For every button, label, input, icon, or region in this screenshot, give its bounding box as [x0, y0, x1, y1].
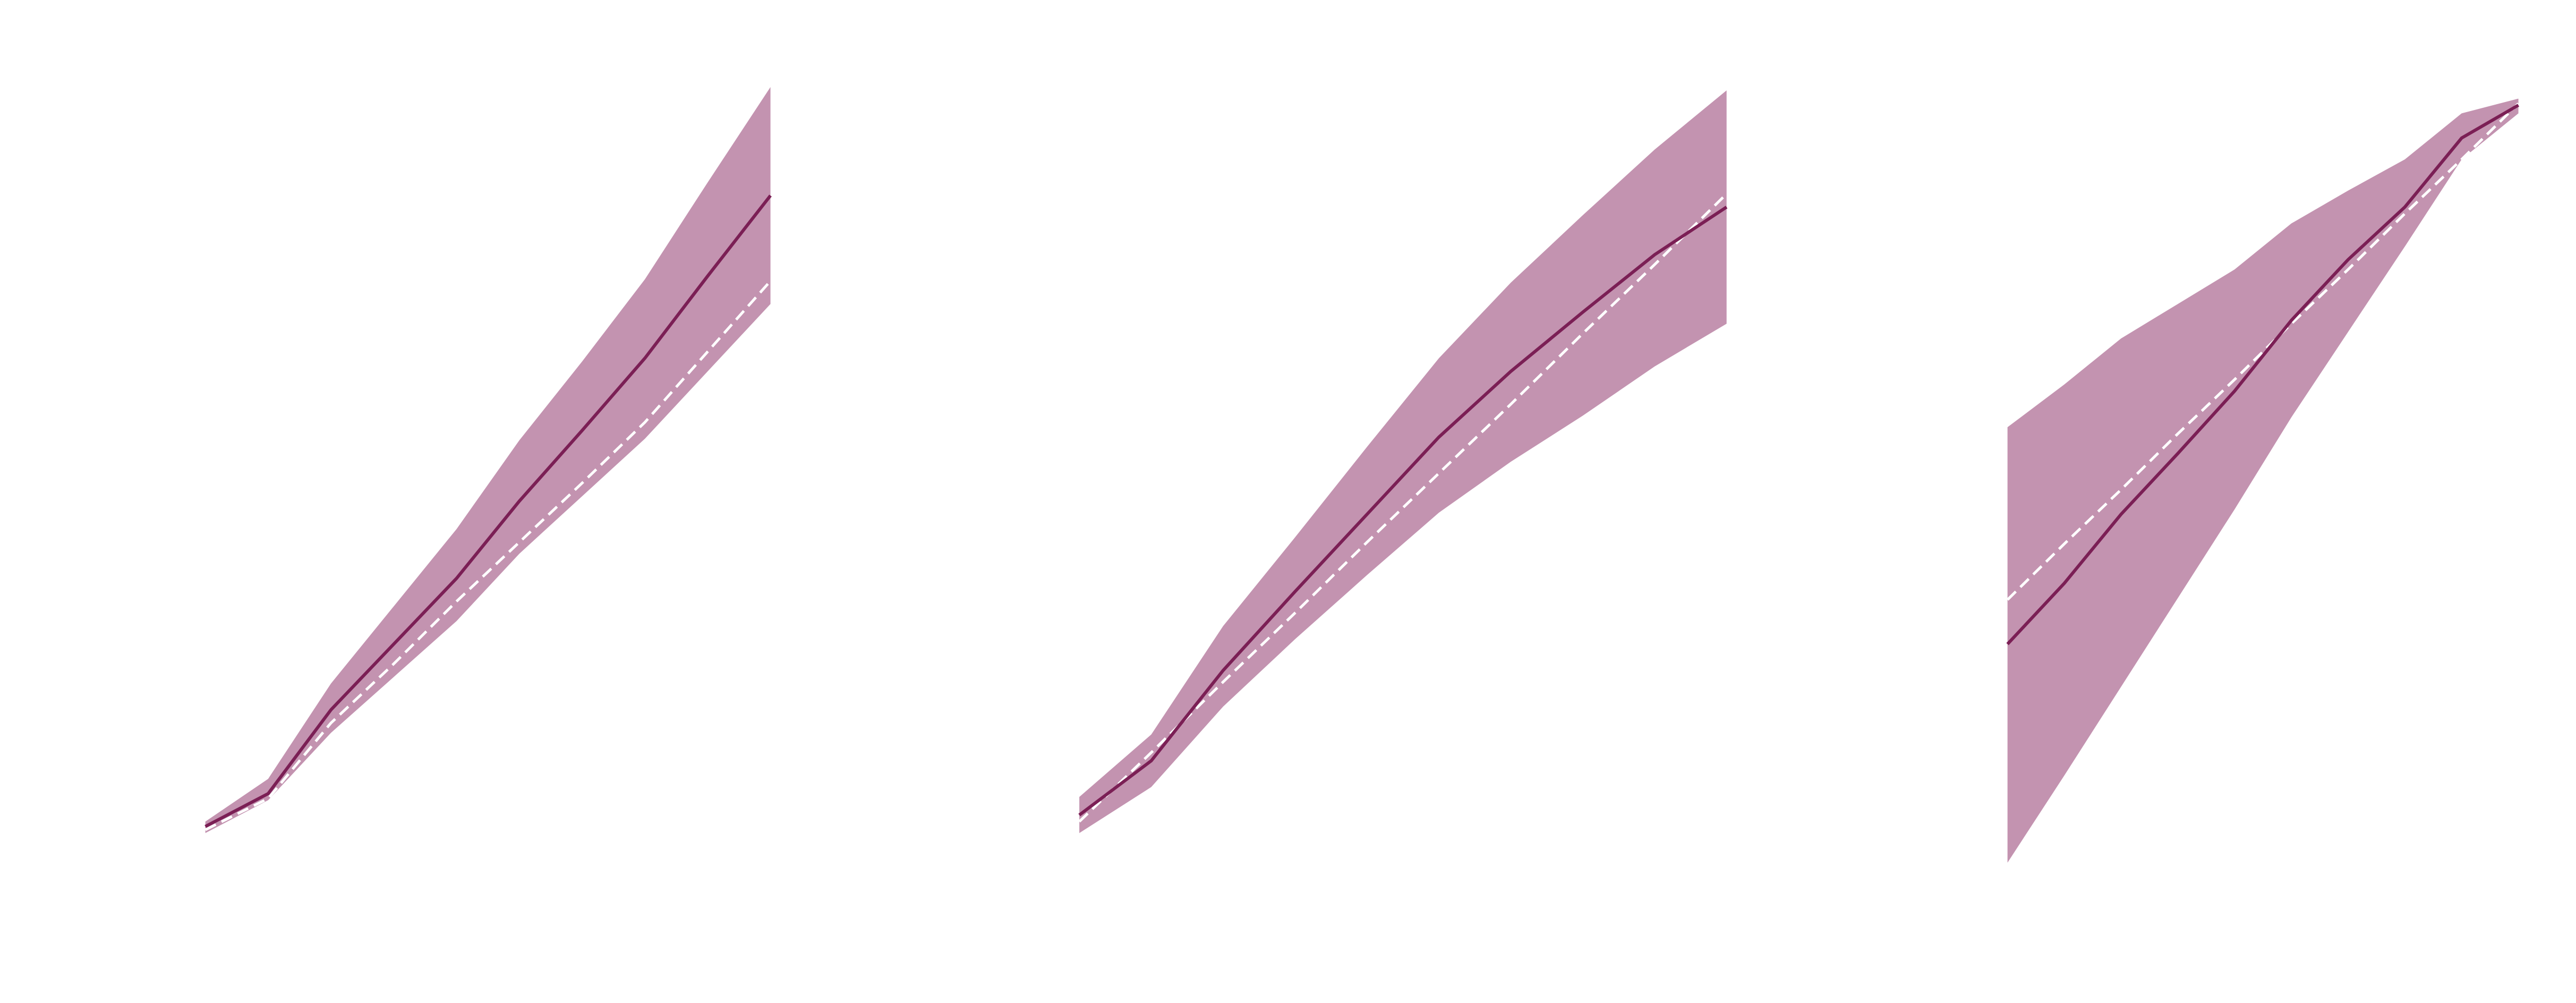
mean-line: [1078, 206, 1728, 817]
confidence-band: [1079, 90, 1727, 834]
reference-line: [204, 280, 772, 831]
mean-line: [2006, 104, 2520, 645]
confidence-band: [205, 87, 771, 834]
panel: [204, 87, 772, 834]
mean-line: [204, 194, 772, 828]
panel: [2006, 98, 2520, 863]
reference-line: [2006, 103, 2520, 601]
panel: [1078, 90, 1728, 834]
confidence-band: [2007, 98, 2519, 863]
